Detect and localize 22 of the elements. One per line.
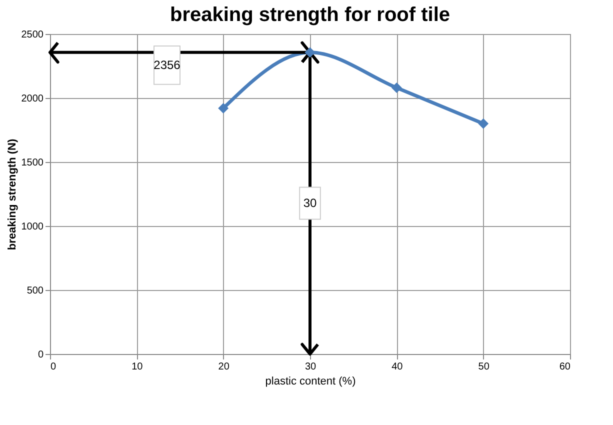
y-tick-label: 0 [38,350,44,360]
point [391,82,402,94]
point [218,102,229,114]
x-tick-label: 50 [478,362,490,372]
x-axis-title: plastic content (%) [265,376,356,388]
y-tick-label: 1000 [21,222,44,232]
x-tick-label: 60 [559,362,571,372]
y-axis-title: breaking strength (N) [6,138,18,250]
x-tick-label: 20 [218,362,230,372]
x-tick-label: 0 [50,362,56,372]
y-tick-label: 1500 [21,158,44,168]
y-tick-label: 2500 [21,30,44,40]
x-tick-label: 40 [392,362,404,372]
ref-line-label: 2356 [154,58,181,72]
x-tick-label: 10 [132,362,144,372]
ref-line-label: 30 [303,196,317,210]
chart-title: breaking strength for roof tile [170,4,450,26]
x-tick-label: 30 [304,362,316,372]
y-tick-label: 500 [26,286,44,296]
point [304,47,316,58]
point [478,118,489,129]
y-tick-label: 2000 [21,94,44,104]
